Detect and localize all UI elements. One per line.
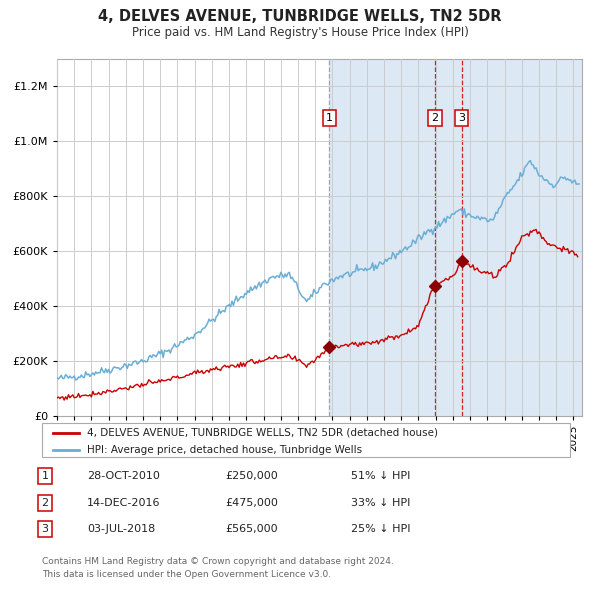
Text: 1: 1 (41, 471, 49, 481)
Text: 51% ↓ HPI: 51% ↓ HPI (351, 471, 410, 481)
Text: 2: 2 (41, 498, 49, 507)
Bar (329, 59, 582, 416)
Text: 33% ↓ HPI: 33% ↓ HPI (351, 498, 410, 507)
Text: 28-OCT-2010: 28-OCT-2010 (87, 471, 160, 481)
Text: 14-DEC-2016: 14-DEC-2016 (87, 498, 161, 507)
Text: 4, DELVES AVENUE, TUNBRIDGE WELLS, TN2 5DR (detached house): 4, DELVES AVENUE, TUNBRIDGE WELLS, TN2 5… (87, 428, 438, 438)
Text: HPI: Average price, detached house, Tunbridge Wells: HPI: Average price, detached house, Tunb… (87, 445, 362, 455)
Text: 03-JUL-2018: 03-JUL-2018 (87, 525, 155, 534)
Text: 25% ↓ HPI: 25% ↓ HPI (351, 525, 410, 534)
Text: 2: 2 (431, 113, 439, 123)
Text: 4, DELVES AVENUE, TUNBRIDGE WELLS, TN2 5DR: 4, DELVES AVENUE, TUNBRIDGE WELLS, TN2 5… (98, 9, 502, 24)
Text: Price paid vs. HM Land Registry's House Price Index (HPI): Price paid vs. HM Land Registry's House … (131, 26, 469, 39)
Text: £565,000: £565,000 (225, 525, 278, 534)
Text: £475,000: £475,000 (225, 498, 278, 507)
FancyBboxPatch shape (42, 423, 570, 457)
Text: 3: 3 (458, 113, 465, 123)
Text: 3: 3 (41, 525, 49, 534)
Text: Contains HM Land Registry data © Crown copyright and database right 2024.: Contains HM Land Registry data © Crown c… (42, 558, 394, 566)
Text: 1: 1 (326, 113, 333, 123)
Text: £250,000: £250,000 (225, 471, 278, 481)
Text: This data is licensed under the Open Government Licence v3.0.: This data is licensed under the Open Gov… (42, 571, 331, 579)
